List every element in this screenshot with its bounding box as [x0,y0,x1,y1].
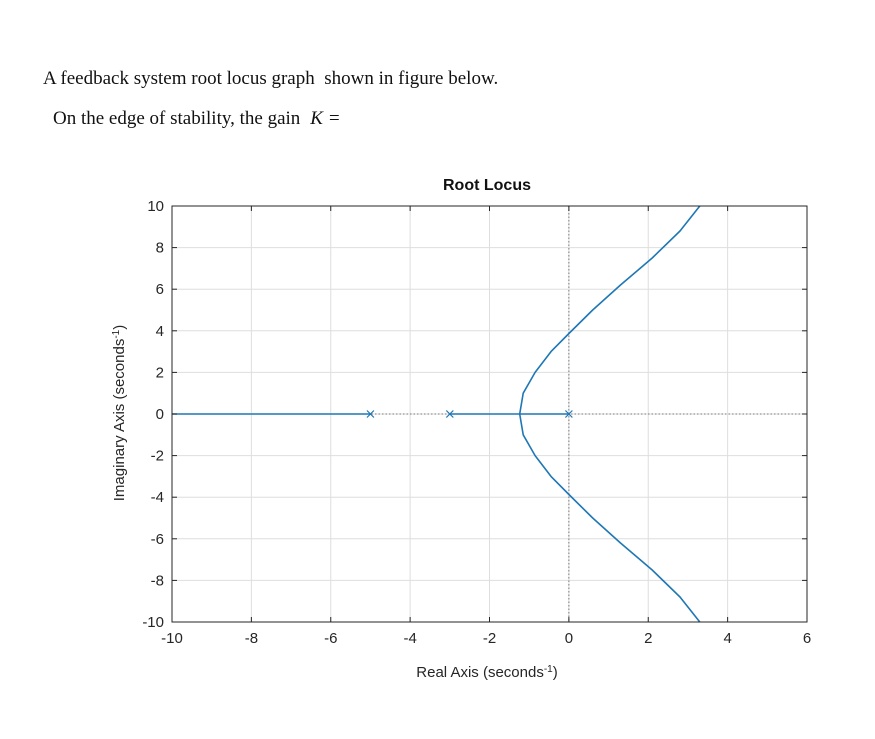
question-line-2-text: On the edge of stability, the gain [53,108,301,129]
y-tick-label: 2 [156,364,164,381]
y-axis-label: Imaginary Axis (seconds-1) [111,325,129,501]
axis-ticks [171,205,808,623]
y-tick-label: 8 [156,240,164,257]
y-tick-label: 6 [156,281,164,298]
x-tick-label: -6 [324,630,337,647]
pole-marker-stroke [564,410,573,418]
chart-title: Root Locus [443,177,531,194]
question-text: A feedback system root locus graph shown… [43,62,498,142]
y-tick-label: 10 [147,198,164,215]
pole-marker-stroke [366,410,375,418]
pole-marker [564,410,573,418]
y-tick-label: -8 [151,572,164,589]
locus-branch [518,205,701,415]
x-tick-label: -10 [161,630,183,647]
y-tick-labels: -10 -8 -6 -4 -2 0 2 4 6 8 10 [142,198,164,631]
y-tick-label: -6 [151,531,164,548]
y-tick-label: 0 [156,406,164,423]
x-tick-labels: -10 -8 -6 -4 -2 0 2 4 6 [161,630,811,647]
x-tick-label: -4 [403,630,416,647]
pole-marker [445,410,454,418]
question-line-1: A feedback system root locus graph shown… [43,68,499,89]
pole-marker-stroke [445,410,454,418]
gain-variable: K = [310,108,341,129]
x-tick-label: -2 [483,630,496,647]
y-tick-label: -2 [151,448,164,465]
x-tick-label: 2 [644,630,652,647]
x-tick-label: 6 [803,630,811,647]
x-axis-label: Real Axis (seconds-1) [416,664,557,682]
y-tick-label: -10 [142,614,164,631]
x-tick-label: 0 [565,630,573,647]
y-tick-label: 4 [156,323,164,340]
pole-marker [366,410,375,418]
x-tick-label: 4 [723,630,731,647]
pole-markers [366,410,573,418]
locus-branch [518,413,701,623]
y-tick-label: -4 [151,489,164,506]
locus-branches [172,205,701,623]
question-line-2: On the edge of stability, the gain K = [43,102,498,142]
x-tick-label: -8 [245,630,258,647]
